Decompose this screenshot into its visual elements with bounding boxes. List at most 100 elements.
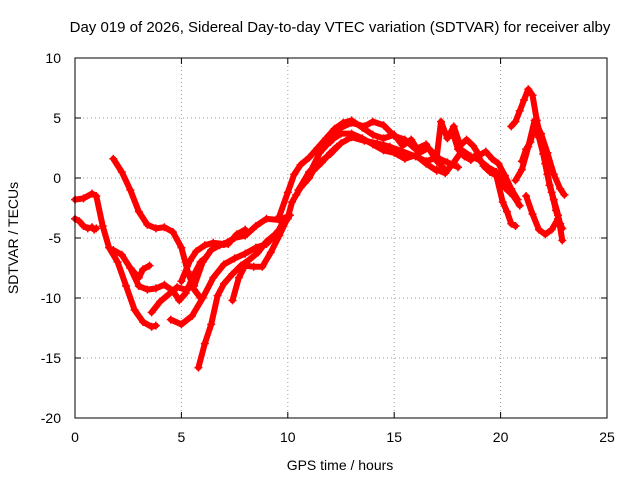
data-point-marker bbox=[177, 320, 186, 329]
y-tick-label: -15 bbox=[41, 350, 61, 366]
data-point-marker bbox=[515, 201, 524, 210]
data-point-marker bbox=[283, 188, 292, 197]
data-point-marker bbox=[347, 118, 356, 127]
data-point-marker bbox=[517, 157, 526, 166]
data-point-marker bbox=[198, 294, 207, 302]
data-point-marker bbox=[411, 145, 420, 154]
data-point-marker bbox=[528, 210, 537, 218]
data-point-marker bbox=[147, 322, 156, 331]
data-point-marker bbox=[79, 194, 88, 203]
series-line bbox=[110, 155, 204, 301]
data-point-marker bbox=[160, 223, 169, 232]
y-axis-label: SDTVAR / TECUs bbox=[5, 182, 21, 294]
data-point-marker bbox=[379, 134, 388, 143]
data-point-marker bbox=[156, 297, 165, 306]
data-point-marker bbox=[468, 141, 477, 150]
data-point-marker bbox=[492, 171, 501, 180]
data-point-marker bbox=[249, 262, 258, 271]
data-point-marker bbox=[147, 308, 156, 317]
data-point-marker bbox=[522, 192, 531, 200]
data-point-marker bbox=[117, 168, 126, 176]
data-point-marker bbox=[534, 225, 543, 234]
data-point-marker bbox=[530, 122, 539, 131]
data-point-marker bbox=[241, 249, 250, 258]
series-track-1 bbox=[71, 214, 101, 234]
data-point-marker bbox=[511, 117, 520, 126]
data-point-marker bbox=[288, 198, 297, 206]
data-point-marker bbox=[294, 186, 303, 194]
data-point-marker bbox=[143, 220, 152, 229]
x-tick-label: 5 bbox=[178, 429, 186, 445]
series-line bbox=[523, 193, 562, 238]
data-point-marker bbox=[134, 273, 143, 282]
data-point-marker bbox=[92, 224, 101, 233]
data-point-marker bbox=[122, 282, 131, 290]
data-point-marker bbox=[192, 247, 201, 256]
data-point-marker bbox=[520, 96, 529, 104]
data-point-marker bbox=[109, 246, 118, 254]
data-point-marker bbox=[368, 130, 377, 139]
data-point-marker bbox=[368, 117, 377, 126]
data-point-marker bbox=[515, 106, 524, 115]
data-point-marker bbox=[347, 129, 356, 138]
data-point-marker bbox=[262, 237, 271, 246]
data-point-marker bbox=[181, 285, 190, 294]
data-point-marker bbox=[534, 133, 543, 142]
data-point-marker bbox=[151, 224, 160, 233]
data-point-marker bbox=[151, 321, 160, 330]
data-point-marker bbox=[500, 171, 509, 180]
data-point-marker bbox=[509, 192, 518, 200]
data-point-marker bbox=[449, 158, 458, 167]
data-point-marker bbox=[558, 236, 567, 245]
data-point-marker bbox=[558, 224, 567, 233]
data-point-marker bbox=[517, 165, 526, 174]
series-line bbox=[72, 190, 159, 330]
data-point-marker bbox=[75, 217, 84, 226]
data-point-marker bbox=[241, 231, 250, 240]
data-point-marker bbox=[251, 222, 260, 230]
data-point-marker bbox=[262, 214, 271, 223]
data-point-marker bbox=[145, 261, 154, 270]
y-tick-label: 10 bbox=[45, 50, 61, 66]
y-tick-label: -10 bbox=[41, 290, 61, 306]
data-point-marker bbox=[143, 285, 152, 294]
data-point-marker bbox=[219, 240, 228, 248]
data-point-marker bbox=[200, 241, 209, 250]
data-point-marker bbox=[547, 225, 556, 234]
data-point-marker bbox=[234, 273, 243, 282]
series-track-17 bbox=[449, 132, 520, 230]
data-point-marker bbox=[441, 169, 450, 178]
data-point-marker bbox=[126, 186, 135, 194]
data-point-marker bbox=[219, 260, 228, 269]
data-point-marker bbox=[379, 121, 388, 130]
data-point-marker bbox=[454, 163, 463, 172]
data-point-marker bbox=[126, 264, 135, 272]
data-point-marker bbox=[422, 140, 431, 149]
series-layer bbox=[71, 85, 569, 372]
data-point-marker bbox=[98, 222, 107, 230]
data-point-marker bbox=[449, 132, 458, 140]
data-point-marker bbox=[258, 262, 267, 271]
data-point-marker bbox=[254, 248, 263, 257]
data-point-marker bbox=[173, 283, 182, 292]
data-point-marker bbox=[437, 117, 446, 126]
data-point-marker bbox=[528, 91, 537, 100]
data-point-marker bbox=[185, 256, 194, 265]
data-point-marker bbox=[390, 148, 399, 157]
data-point-marker bbox=[117, 250, 126, 259]
data-point-marker bbox=[109, 154, 118, 163]
data-point-marker bbox=[190, 282, 199, 290]
data-point-marker bbox=[275, 231, 284, 240]
data-point-marker bbox=[379, 146, 388, 155]
data-point-marker bbox=[526, 138, 535, 146]
data-point-marker bbox=[241, 261, 250, 270]
data-point-marker bbox=[177, 243, 186, 252]
data-point-marker bbox=[466, 156, 475, 164]
data-point-marker bbox=[337, 123, 345, 132]
data-point-marker bbox=[541, 230, 550, 239]
data-point-marker bbox=[511, 222, 520, 230]
data-point-marker bbox=[539, 150, 548, 158]
data-point-marker bbox=[473, 150, 482, 158]
data-point-marker bbox=[305, 170, 314, 179]
